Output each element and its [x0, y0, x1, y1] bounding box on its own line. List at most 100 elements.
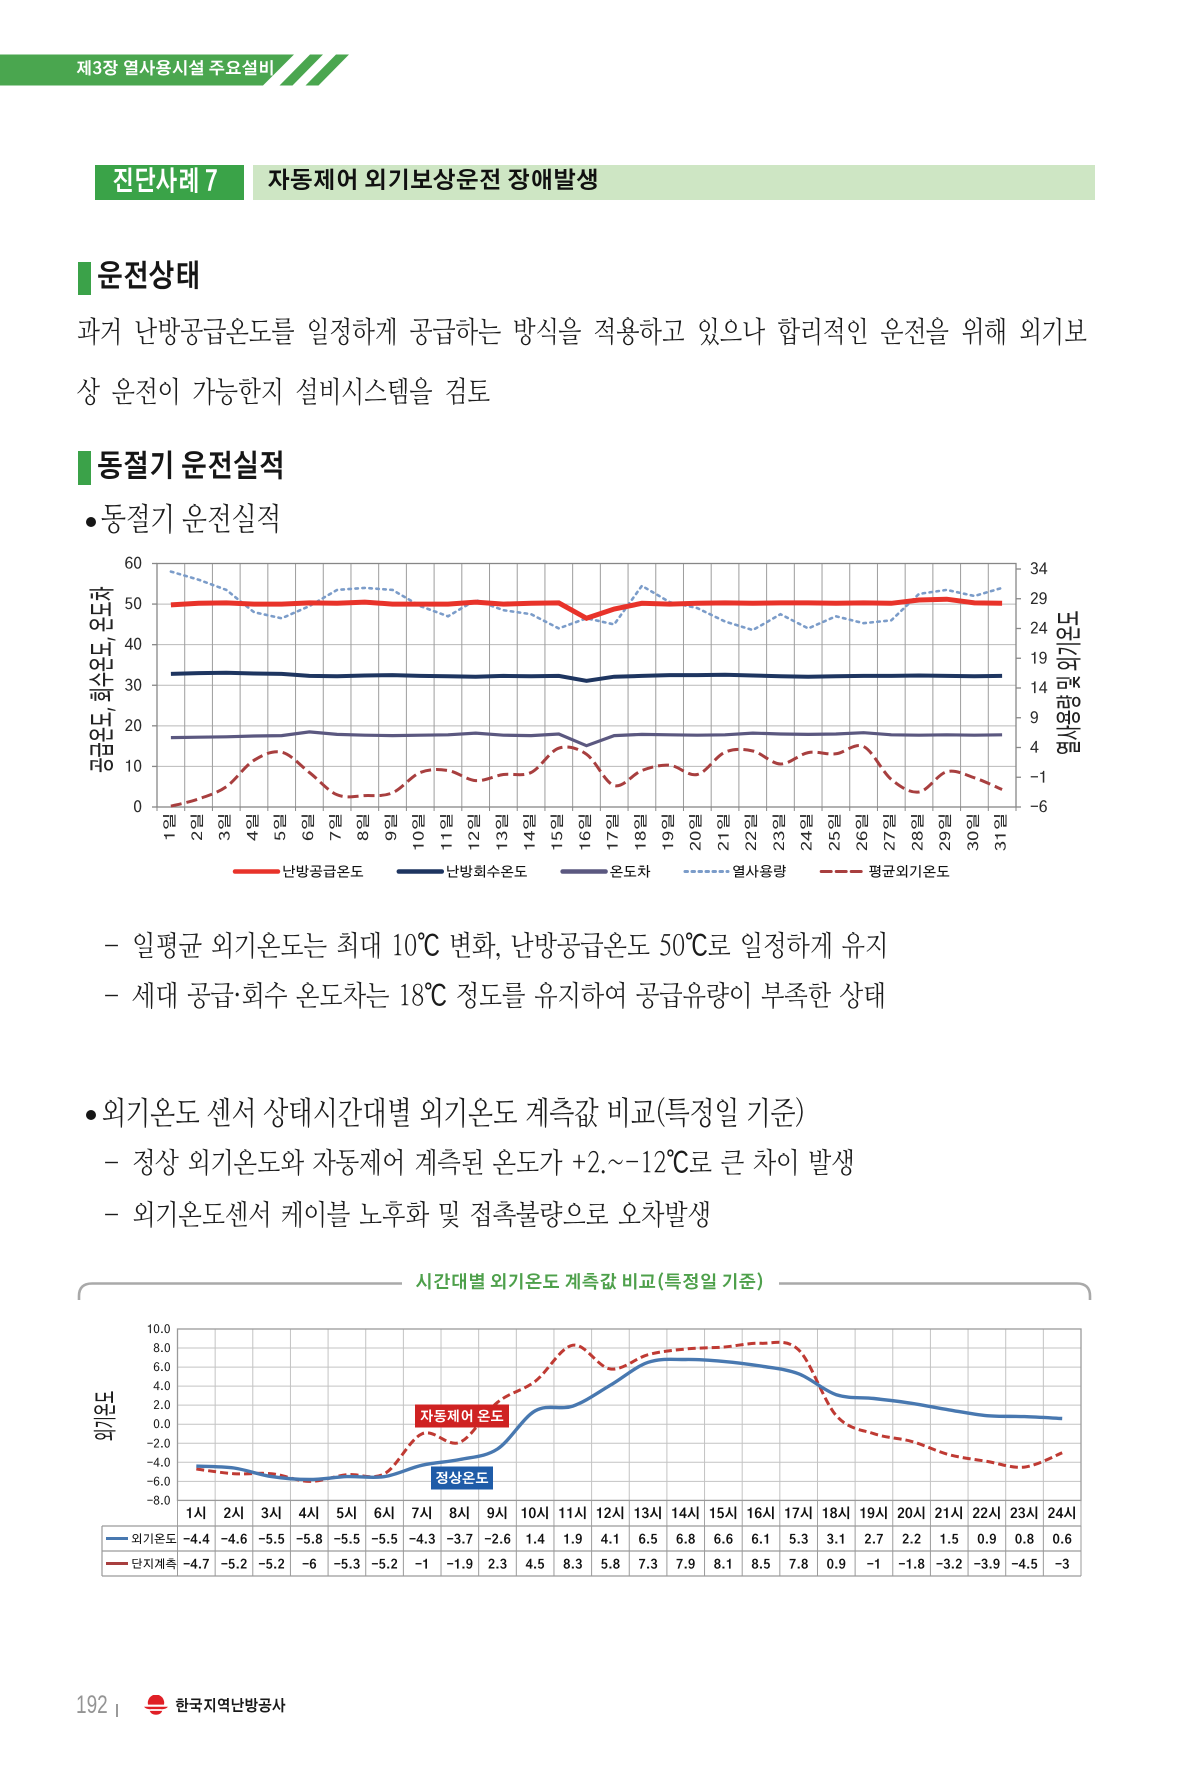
svg-text:-6: -6: [302, 1559, 317, 1572]
svg-text:온도차: 온도차: [610, 865, 651, 880]
svg-text:-5.5: -5.5: [258, 1534, 285, 1547]
svg-text:8시: 8시: [449, 1506, 470, 1521]
svg-text:8.5: 8.5: [751, 1559, 770, 1572]
svg-text:-5.2: -5.2: [258, 1559, 285, 1572]
svg-text:7일: 7일: [328, 813, 344, 841]
svg-text:6.8: 6.8: [676, 1534, 695, 1547]
svg-text:0.0: 0.0: [153, 1419, 171, 1431]
svg-text:5일: 5일: [273, 813, 289, 841]
svg-text:23시: 23시: [1010, 1506, 1039, 1521]
svg-text:6.0: 6.0: [153, 1362, 171, 1374]
svg-text:1.5: 1.5: [940, 1534, 959, 1547]
svg-text:-5.2: -5.2: [221, 1559, 248, 1572]
svg-text:-2.6: -2.6: [484, 1534, 511, 1547]
svg-text:7.8: 7.8: [789, 1559, 808, 1572]
svg-text:3시: 3시: [261, 1506, 282, 1521]
svg-text:20: 20: [124, 719, 142, 735]
svg-text:-1.9: -1.9: [446, 1559, 473, 1572]
svg-text:외기온도: 외기온도: [131, 1533, 177, 1546]
svg-text:0.9: 0.9: [827, 1559, 846, 1572]
svg-text:6.1: 6.1: [751, 1534, 770, 1547]
svg-text:17일: 17일: [606, 813, 622, 851]
svg-text:6.6: 6.6: [714, 1534, 733, 1547]
svg-text:0.6: 0.6: [1053, 1534, 1072, 1547]
svg-text:11일: 11일: [439, 813, 455, 851]
svg-text:19시: 19시: [859, 1506, 888, 1521]
svg-text:-4.3: -4.3: [409, 1534, 436, 1547]
svg-text:21시: 21시: [935, 1506, 964, 1521]
svg-text:10시: 10시: [520, 1506, 549, 1521]
svg-text:-3.7: -3.7: [446, 1534, 473, 1547]
svg-text:-1: -1: [415, 1559, 430, 1572]
svg-text:16시: 16시: [746, 1506, 775, 1521]
svg-text:단지계측: 단지계측: [131, 1558, 177, 1571]
svg-text:1.9: 1.9: [563, 1534, 582, 1547]
svg-text:11시: 11시: [558, 1506, 587, 1521]
svg-text:9일: 9일: [384, 813, 400, 841]
svg-text:2.3: 2.3: [488, 1559, 507, 1572]
svg-text:19일: 19일: [661, 813, 677, 851]
svg-text:4.0: 4.0: [153, 1381, 171, 1393]
svg-text:-5.5: -5.5: [334, 1534, 361, 1547]
svg-text:3.1: 3.1: [827, 1534, 846, 1547]
svg-text:1.4: 1.4: [525, 1534, 545, 1547]
svg-text:-4.0: -4.0: [147, 1457, 171, 1469]
svg-text:34: 34: [1030, 562, 1048, 578]
svg-text:-3: -3: [1055, 1559, 1070, 1572]
svg-text:-5.5: -5.5: [371, 1534, 398, 1547]
svg-text:29일: 29일: [938, 813, 954, 851]
svg-text:난방공급온도: 난방공급온도: [282, 865, 364, 880]
svg-text:20시: 20시: [897, 1506, 926, 1521]
svg-text:6.5: 6.5: [638, 1534, 657, 1547]
svg-text:17시: 17시: [784, 1506, 813, 1521]
svg-text:23일: 23일: [772, 813, 788, 851]
svg-text:18시: 18시: [822, 1506, 851, 1521]
svg-text:-8.0: -8.0: [147, 1495, 171, 1507]
svg-text:-4.5: -4.5: [1011, 1559, 1038, 1572]
svg-text:15일: 15일: [550, 813, 566, 851]
svg-text:9: 9: [1030, 711, 1039, 727]
svg-text:0: 0: [133, 800, 142, 816]
svg-text:3일: 3일: [218, 813, 234, 841]
svg-text:12일: 12일: [467, 813, 483, 851]
svg-text:4시: 4시: [299, 1506, 320, 1521]
svg-text:13시: 13시: [633, 1506, 662, 1521]
svg-text:5시: 5시: [336, 1506, 357, 1521]
svg-text:2일: 2일: [190, 813, 206, 841]
svg-text:26일: 26일: [855, 813, 871, 851]
svg-text:4.1: 4.1: [601, 1534, 620, 1547]
svg-text:-1: -1: [1030, 770, 1048, 786]
svg-text:-3.2: -3.2: [936, 1559, 963, 1572]
svg-text:6시: 6시: [374, 1506, 395, 1521]
svg-text:30: 30: [124, 678, 142, 694]
svg-text:14일: 14일: [522, 813, 538, 851]
svg-text:14시: 14시: [671, 1506, 700, 1521]
svg-text:4.5: 4.5: [525, 1559, 544, 1572]
svg-text:2시: 2시: [223, 1506, 244, 1521]
svg-text:28일: 28일: [910, 813, 926, 851]
svg-text:15시: 15시: [709, 1506, 738, 1521]
svg-text:10일: 10일: [412, 813, 428, 851]
svg-text:10.0: 10.0: [147, 1324, 171, 1336]
svg-text:5.8: 5.8: [601, 1559, 620, 1572]
svg-text:외기온도: 외기온도: [93, 1391, 118, 1442]
svg-text:7시: 7시: [412, 1506, 433, 1521]
svg-text:정상온도: 정상온도: [435, 1471, 489, 1486]
svg-text:31일: 31일: [993, 813, 1009, 851]
svg-text:5.3: 5.3: [789, 1534, 808, 1547]
svg-text:29: 29: [1030, 592, 1048, 608]
svg-text:1시: 1시: [186, 1506, 207, 1521]
svg-text:4일: 4일: [245, 813, 261, 841]
svg-text:2.0: 2.0: [153, 1400, 171, 1412]
svg-text:평균외기온도: 평균외기온도: [868, 865, 950, 880]
svg-text:13일: 13일: [495, 813, 511, 851]
svg-text:1일: 1일: [162, 813, 178, 841]
svg-text:-4.6: -4.6: [221, 1534, 248, 1547]
svg-text:8.1: 8.1: [714, 1559, 733, 1572]
svg-text:4: 4: [1030, 741, 1039, 757]
svg-text:8.0: 8.0: [153, 1343, 171, 1355]
svg-text:열사용량 및 외기온도: 열사용량 및 외기온도: [1056, 611, 1084, 756]
svg-text:8일: 8일: [356, 813, 372, 841]
svg-text:0.8: 0.8: [1015, 1534, 1034, 1547]
svg-text:0.9: 0.9: [977, 1534, 996, 1547]
